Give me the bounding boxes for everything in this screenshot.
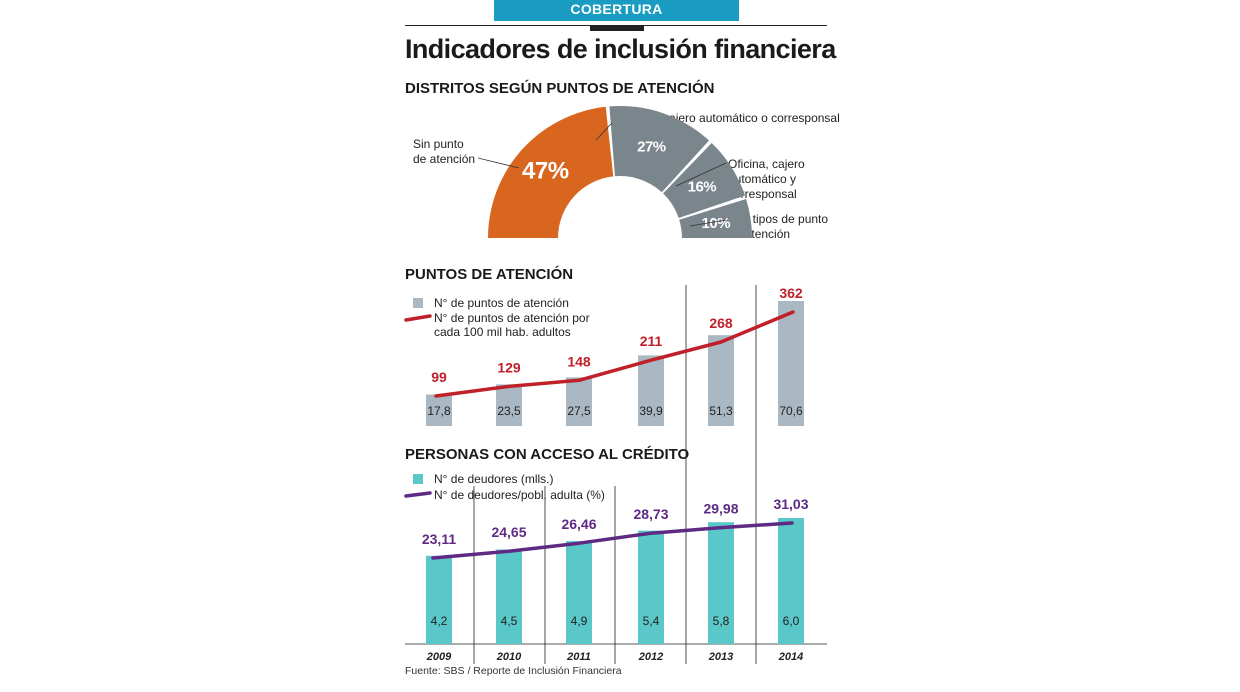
districts-section-title: DISTRITOS SEGÚN PUNTOS DE ATENCIÓN [405, 80, 715, 97]
year-label-2009: 2009 [426, 651, 452, 663]
points-bar-label-2009: 17,8 [427, 404, 451, 418]
credit-legend-bar-text: N° de deudores (mlls.) [434, 472, 554, 486]
points-bar-2012 [638, 355, 664, 426]
year-label-2013: 2013 [708, 651, 733, 663]
points-line-label-2009: 99 [431, 369, 447, 385]
donut-pct-oficina-y: 16% [688, 178, 717, 195]
points-line-label-2012: 211 [640, 333, 663, 349]
year-label-2010: 2010 [496, 651, 522, 663]
page-title: Indicadores de inclusión financiera [405, 34, 836, 64]
points-line-label-2014: 362 [779, 285, 803, 301]
points-line [434, 310, 795, 398]
donut-pct-dos-tipos: 10% [702, 215, 731, 232]
year-label-2014: 2014 [778, 651, 803, 663]
donut-pct-sin-punto: 47% [522, 158, 569, 185]
year-label-2012: 2012 [638, 651, 663, 663]
credit-bar-label-2010: 4,5 [501, 614, 518, 628]
points-legend-line-text: N° de puntos de atención por cada 100 mi… [434, 311, 590, 339]
donut-slice-oficina-y [663, 143, 745, 218]
header-rule-tab [590, 26, 644, 31]
points-bar-2010 [496, 384, 522, 426]
section-banner: COBERTURA [494, 0, 739, 21]
credit-line-label-2011: 26,46 [561, 516, 596, 532]
points-bar-label-2010: 23,5 [497, 404, 521, 418]
credit-bar-2013 [708, 522, 734, 644]
credit-legend-line-swatch [404, 491, 432, 498]
points-bar-2014 [778, 301, 804, 426]
points-legend-bar-swatch [413, 298, 423, 308]
credit-bar-2011 [566, 541, 592, 644]
credit-bar-label-2012: 5,4 [643, 614, 660, 628]
points-line-label-2011: 148 [567, 353, 591, 369]
credit-line-label-2012: 28,73 [633, 506, 668, 522]
donut-slice-sin-punto [488, 106, 614, 238]
header-rule [405, 25, 827, 26]
points-bar-label-2011: 27,5 [567, 404, 591, 418]
credit-section-title: PERSONAS CON ACCESO AL CRÉDITO [405, 446, 690, 463]
points-bar-label-2012: 39,9 [639, 404, 663, 418]
credit-line-label-2014: 31,03 [773, 496, 808, 512]
credit-legend-line-text: N° de deudores/pobl. adulta (%) [434, 488, 605, 502]
donut-pct-oficina-o: 27% [637, 139, 666, 156]
donut-leader-dos-tipos [689, 219, 727, 227]
donut-slice-dos-tipos [679, 199, 752, 238]
donut-leader-sin-punto [477, 157, 520, 169]
points-bar-label-2014: 70,6 [779, 404, 803, 418]
credit-bar-label-2011: 4,9 [571, 614, 588, 628]
credit-line [431, 521, 794, 560]
points-bar-2011 [566, 377, 592, 426]
credit-bar-label-2014: 6,0 [783, 614, 800, 628]
credit-legend-bar-swatch [413, 474, 423, 484]
credit-bar-2014 [778, 518, 804, 644]
credit-bar-label-2009: 4,2 [431, 614, 448, 628]
points-section-title: PUNTOS DE ATENCIÓN [405, 266, 574, 283]
source-note: Fuente: SBS / Reporte de Inclusión Finan… [405, 665, 622, 677]
credit-bar-2009 [426, 555, 452, 644]
credit-line-label-2013: 29,98 [703, 501, 738, 517]
points-bar-2013 [708, 335, 734, 426]
donut-leader-oficina-y [675, 162, 727, 187]
credit-bar-2010 [496, 549, 522, 644]
points-legend-line-swatch [404, 314, 432, 322]
donut-label-sin-punto: Sin punto de atención [413, 137, 476, 166]
points-line-label-2013: 268 [709, 315, 733, 331]
points-bar-2009 [426, 394, 452, 426]
credit-line-label-2010: 24,65 [491, 524, 526, 540]
credit-bar-label-2013: 5,8 [713, 614, 730, 628]
points-line-label-2010: 129 [497, 359, 521, 375]
donut-slice-oficina-o [609, 105, 709, 193]
year-label-2011: 2011 [566, 651, 591, 663]
donut-label-oficina-y: Oficina, cajero automático y corresponsa… [728, 157, 805, 201]
credit-bar-2012 [638, 530, 664, 644]
credit-line-label-2009: 23,11 [422, 531, 456, 547]
donut-leader-oficina-o [595, 122, 613, 141]
points-bar-label-2013: 51,3 [709, 404, 733, 418]
points-legend-bar-text: N° de puntos de atención [434, 296, 569, 310]
